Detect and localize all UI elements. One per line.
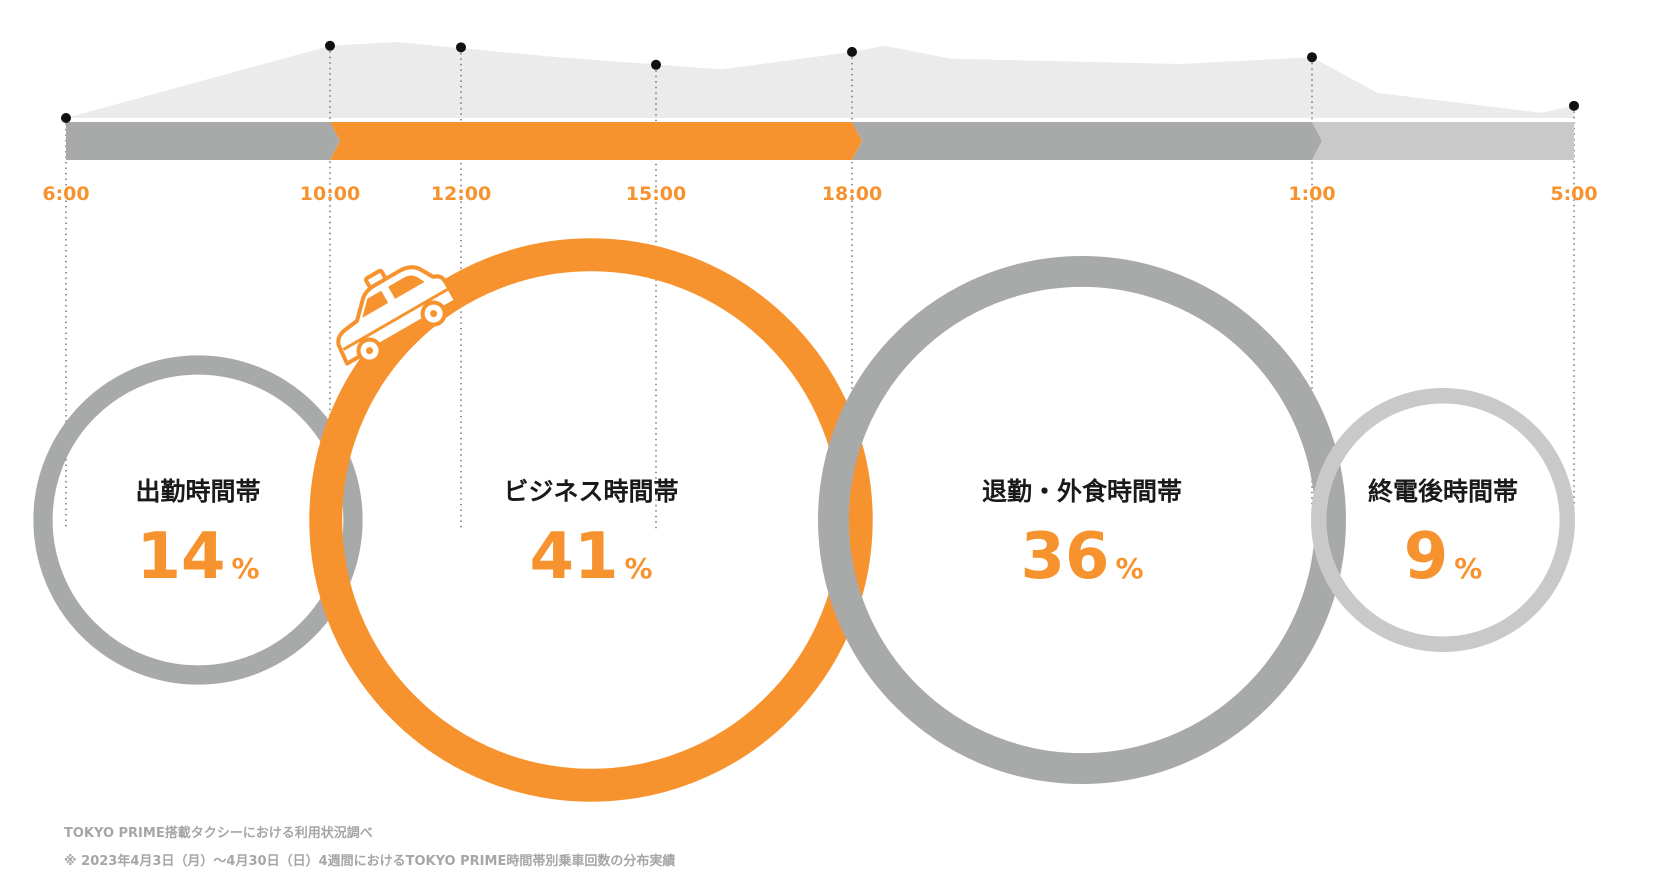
trend-dot [1569, 100, 1579, 111]
tick-labels-layer: 6:00 10:00 12:00 15:00 18:00 1:00 5:00 [42, 183, 1597, 205]
tick-label: 1:00 [1288, 183, 1335, 205]
segment-value: 41% [529, 520, 652, 594]
trend-dot [325, 40, 335, 51]
timeline-segment [66, 122, 340, 160]
bubble-ring [309, 238, 873, 802]
trend-dot [651, 59, 661, 70]
bubble-rings-layer: 出勤時間帯 14 % ビジネス時間帯 41 % 退勤・外食時間帯 36 % 終電後時間帯 9% [33, 238, 1576, 802]
tick-label: 15:00 [626, 183, 686, 205]
guide-lines-layer [65, 45, 1575, 530]
bubble-ring [33, 355, 363, 685]
trend-dot [456, 42, 466, 53]
tick-label: 10:00 [300, 183, 360, 205]
timeline-bar-layer [66, 122, 1574, 160]
timeline-segment [330, 122, 862, 160]
segment-label: 退勤・外食時間帯 [982, 477, 1182, 506]
tick-label: 5:00 [1550, 183, 1597, 205]
trend-area-layer [66, 42, 1574, 118]
tick-label: 18:00 [822, 183, 882, 205]
segment-value: 9% [1404, 520, 1483, 594]
segment-value: 36% [1020, 520, 1143, 594]
trend-dots-layer [61, 40, 1579, 123]
trend-dot [1307, 52, 1317, 63]
timeline-segment [1312, 122, 1574, 160]
trend-area [66, 42, 1574, 118]
segment-value: 14% [136, 520, 259, 594]
trend-dot [61, 113, 71, 123]
timeline-segment [852, 122, 1322, 160]
tick-label: 12:00 [431, 183, 491, 205]
tick-label: 6:00 [42, 183, 89, 205]
segment-label: 出勤時間帯 [135, 477, 260, 506]
footnote-source: TOKYO PRIME搭載タクシーにおける利用状況調べ [64, 826, 373, 841]
footnote-period: ※ 2023年4月3日（月）～4月30日（日）4週間におけるTOKYO PRIM… [64, 854, 676, 869]
trend-dot [847, 46, 857, 57]
bubble-ring [1311, 387, 1576, 652]
taxi-icon [336, 265, 459, 366]
bubble-ring [817, 256, 1346, 784]
segment-label: ビジネス時間帯 [503, 477, 678, 506]
segment-label: 終電後時間帯 [1368, 477, 1518, 506]
